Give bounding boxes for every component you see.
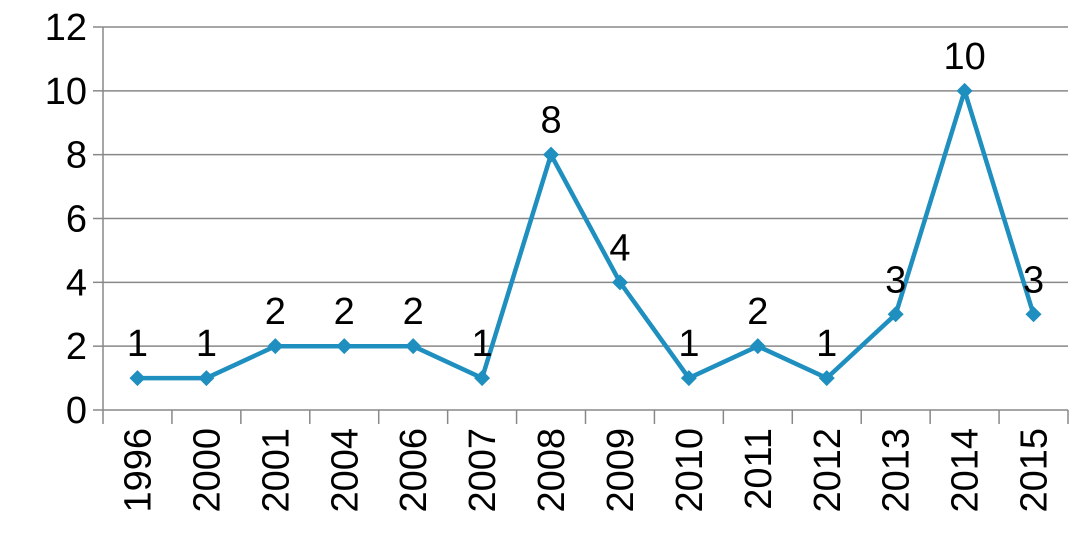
data-point (129, 370, 146, 387)
data-points (129, 82, 1042, 387)
x-tick-label: 2006 (393, 428, 435, 513)
data-label: 3 (885, 259, 906, 301)
x-tick-label: 2008 (531, 428, 573, 513)
x-tick-label: 2013 (876, 428, 918, 513)
data-label: 8 (540, 100, 561, 142)
y-tick-label: 2 (66, 326, 87, 368)
data-point (198, 370, 215, 387)
y-tick-label: 0 (66, 390, 87, 432)
x-tick-label: 2015 (1014, 428, 1056, 513)
data-label: 10 (943, 36, 985, 78)
data-point (336, 338, 353, 355)
data-label: 2 (334, 291, 355, 333)
x-axis-ticks: 1996 2000 2001 2004 2006 2007 2008 2009 2010 2011… (117, 428, 1055, 513)
data-label: 3 (1023, 259, 1044, 301)
data-point (1025, 306, 1042, 323)
y-tick-label: 4 (66, 262, 87, 304)
data-label: 1 (196, 323, 217, 365)
data-point (680, 370, 697, 387)
data-point (611, 274, 628, 291)
x-tick-label: 2000 (186, 428, 228, 513)
x-tick-label: 2004 (324, 428, 366, 513)
data-point (956, 82, 973, 99)
data-point (818, 370, 835, 387)
series-line (137, 88, 1036, 381)
data-label: 2 (747, 291, 768, 333)
x-tick-label: 2014 (945, 428, 987, 513)
data-point (474, 370, 491, 387)
x-tick-label: 2007 (462, 428, 504, 513)
gridlines (103, 26, 1068, 347)
data-label: 1 (472, 323, 493, 365)
x-tick-label: 2010 (669, 428, 711, 513)
y-tick-label: 6 (66, 199, 87, 241)
data-point (267, 338, 284, 355)
y-tick-label: 12 (45, 7, 87, 49)
x-tick-label: 2009 (600, 428, 642, 513)
data-point (887, 306, 904, 323)
x-tick-label: 2011 (738, 428, 780, 510)
data-point (749, 338, 766, 355)
x-tick-label: 1996 (117, 428, 159, 513)
data-labels: 1 1 2 2 2 1 8 4 1 2 1 3 10 3 (127, 36, 1044, 365)
x-tick-label: 2012 (807, 428, 849, 513)
data-label: 1 (127, 323, 148, 365)
data-label: 2 (403, 291, 424, 333)
data-label: 1 (678, 323, 699, 365)
data-label: 1 (816, 323, 837, 365)
data-label: 2 (265, 291, 286, 333)
data-point (405, 338, 422, 355)
y-tick-label: 8 (66, 135, 87, 177)
y-tick-label: 10 (45, 71, 87, 113)
data-point (543, 146, 560, 163)
axes (93, 26, 1069, 424)
x-tick-label: 2001 (255, 428, 297, 513)
data-label: 4 (609, 227, 630, 269)
y-axis-ticks: 0 2 4 6 8 10 12 (45, 7, 87, 432)
